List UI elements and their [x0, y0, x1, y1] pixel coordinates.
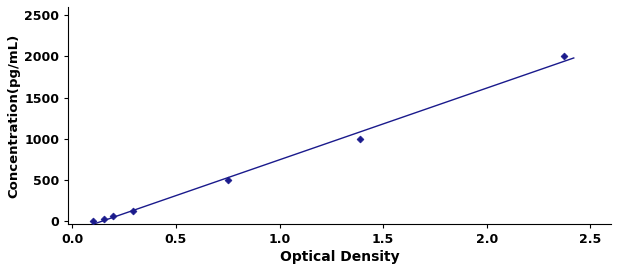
Y-axis label: Concentration(pg/mL): Concentration(pg/mL) — [7, 33, 20, 198]
X-axis label: Optical Density: Optical Density — [280, 250, 399, 264]
